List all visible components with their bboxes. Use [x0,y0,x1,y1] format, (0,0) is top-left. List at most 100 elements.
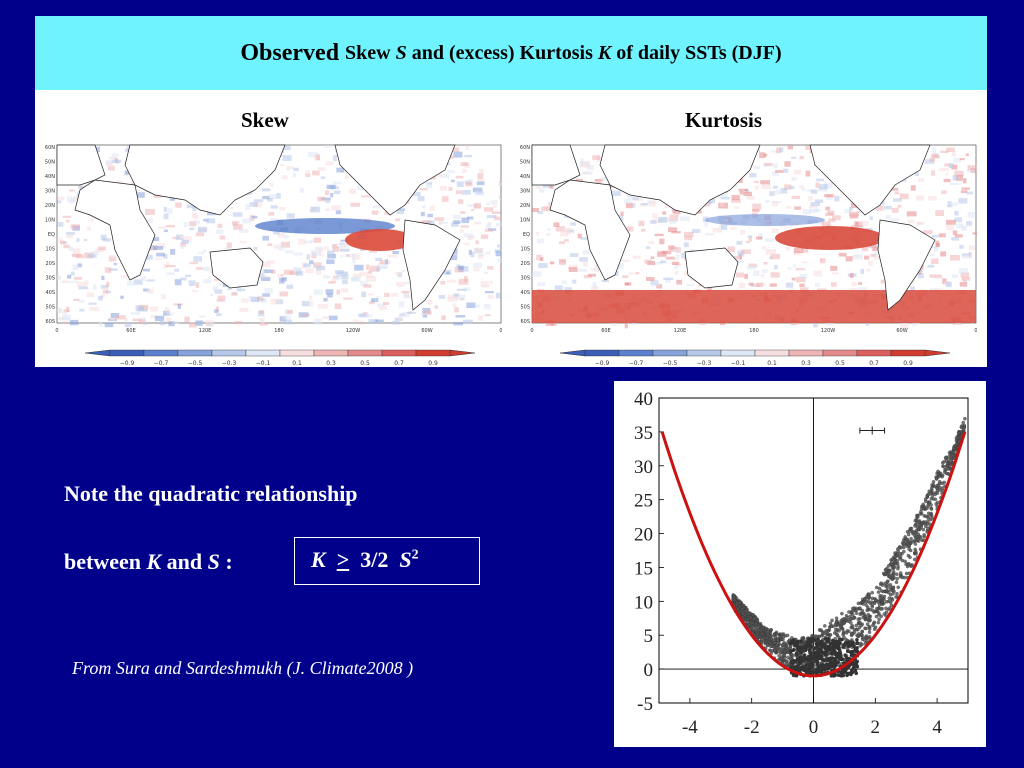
data-point [831,644,836,649]
data-point [775,638,780,642]
data-point [850,652,854,656]
data-point [823,637,828,641]
data-point [929,507,934,511]
colorbar-label: 0.3 [326,360,336,367]
data-point [876,600,881,604]
lat-tick-label: 10S [45,247,55,253]
y-tick-label: 15 [634,558,653,579]
data-point [795,657,800,661]
data-point [859,623,863,628]
data-point [833,661,837,665]
data-point [887,574,892,579]
data-point [849,609,854,614]
data-point [888,592,893,597]
y-tick-label: 35 [634,423,653,444]
map-title-kurtosis: Kurtosis [685,108,763,132]
colorbar-arrow-left [84,349,111,357]
data-point [912,557,917,562]
data-point [772,640,777,645]
y-tick-label: 0 [644,660,654,681]
skew-colorbar-svg: −0.9 −0.7 −0.5 −0.3 −0.1 0.1 0.3 0.5 0.7 0.9 [84,349,476,367]
data-point [860,633,864,637]
data-point [823,652,828,657]
data-point [885,585,890,590]
colorbar-swatch [415,349,451,357]
colorbar-swatch [652,349,688,357]
data-point [947,454,952,459]
data-point [819,647,823,652]
data-point [963,416,967,421]
data-point [930,515,934,520]
colorbar-arrow-right [924,349,951,357]
data-point [922,532,926,537]
data-point [903,535,908,539]
east-pacific-red-patch [775,226,885,250]
colorbar-swatch [313,349,349,357]
data-point [798,660,803,665]
australia-land [684,247,739,289]
data-point [908,548,913,553]
data-point [803,645,807,649]
data-point [857,606,862,610]
data-point [893,555,898,559]
lat-tick-label: 10S [520,247,530,253]
data-point [877,586,882,591]
data-point [914,528,919,533]
slide-title: Observed Skew S and (excess) Kurtosis K … [35,16,987,90]
lon-tick-label: 60W [421,328,432,334]
data-point [830,624,834,628]
data-point [830,650,834,655]
data-point [884,571,889,576]
south-america-land [402,219,461,311]
data-point [865,608,869,613]
data-point [751,613,756,617]
data-point [838,625,843,629]
data-point [903,559,907,564]
data-point [916,532,921,537]
data-point [788,657,793,661]
north-america-land [809,144,931,216]
data-point [871,608,875,613]
data-point [809,645,813,649]
data-point [790,653,795,657]
colorbar-label: −0.5 [188,360,203,367]
colorbar-label: 0.1 [292,360,302,367]
data-point [870,605,875,609]
scatter-panel: 40 35 30 25 20 15 10 5 0 -5 -4 -2 0 2 4 [614,381,986,747]
colorbar-label: −0.5 [663,360,678,367]
data-point [926,502,931,507]
data-point [803,648,808,652]
data-point [836,660,840,664]
data-point [888,606,892,610]
data-point [818,655,822,660]
data-point [911,539,916,544]
data-point [802,653,807,657]
data-point [847,671,851,676]
colorbar-swatch [109,349,145,357]
x-tick-label: 0 [809,717,819,738]
x-tick-label: -2 [744,717,760,738]
data-point [844,613,849,618]
lat-tick-label: 30N [45,189,55,195]
x-tick-label: 4 [932,717,942,738]
data-point [736,606,740,611]
europe-land [56,144,106,186]
data-point [748,615,753,620]
data-point [794,673,799,678]
data-point [867,625,872,630]
scatter-plot: 40 35 30 25 20 15 10 5 0 -5 -4 -2 0 2 4 [634,389,969,738]
data-point [821,667,826,672]
lat-tick-label: 40S [45,290,55,296]
lat-tick-label: 50N [520,160,530,166]
data-point [806,643,810,648]
data-point [824,650,829,654]
colorbar-swatch [177,349,213,357]
data-point [765,636,769,640]
data-point [845,628,850,633]
colorbar-label: 0.1 [767,360,777,367]
colorbar-label: 0.5 [360,360,370,367]
lat-tick-label: 60S [520,319,530,325]
data-point [799,650,803,655]
data-point [853,669,858,673]
lon-tick-label: 120W [821,328,836,334]
